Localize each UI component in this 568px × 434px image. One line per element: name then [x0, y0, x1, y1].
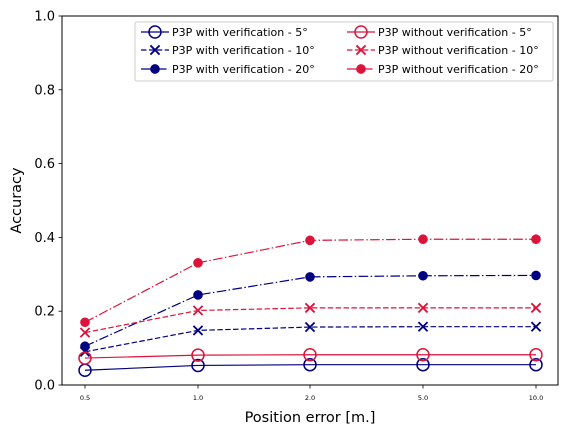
legend-label: P3P with verification - 20°	[172, 63, 315, 76]
data-point	[191, 358, 205, 373]
x-tick-label: 1.0	[193, 394, 203, 402]
data-point	[80, 317, 90, 328]
data-point	[418, 270, 428, 281]
axis-layer: 0.5 1.0 2.0 5.0 10.0 0.0 0.2 0.4 0.6 0.8 1.0	[34, 10, 543, 403]
data-point	[303, 357, 317, 372]
data-point	[193, 258, 203, 268]
x-tick-label: 5.0	[418, 394, 428, 402]
legend-marker	[356, 64, 366, 74]
y-axis-title: Accuracy	[9, 167, 25, 234]
data-point	[531, 270, 541, 281]
data-point	[416, 347, 430, 362]
legend-label: P3P without verification - 20°	[378, 63, 539, 76]
data-point	[530, 302, 542, 314]
y-tick-label: 0.8	[34, 83, 55, 98]
data-point	[193, 290, 203, 300]
x-tick-label: 2.0	[305, 394, 315, 402]
x-tick-label: 10.0	[529, 394, 543, 402]
data-point	[530, 321, 542, 332]
data-point	[529, 357, 543, 372]
data-point	[79, 327, 91, 338]
data-point	[304, 302, 316, 314]
data-point	[304, 321, 316, 333]
x-axis-title: Position error [m.]	[245, 410, 376, 426]
legend-marker	[355, 44, 367, 56]
data-point	[191, 348, 205, 362]
data-point	[305, 235, 315, 246]
x-tick-label: 0.5	[80, 394, 90, 402]
legend-marker	[150, 64, 160, 74]
data-point	[303, 347, 317, 362]
legend: P3P with verification - 5° P3P with verif…	[134, 21, 554, 82]
data-point	[531, 234, 541, 245]
y-tick-label: 0.4	[34, 231, 55, 246]
data-point	[416, 357, 430, 372]
y-tick-label: 0.6	[34, 157, 55, 172]
legend-marker	[148, 25, 162, 39]
legend-label: P3P with verification - 10°	[172, 44, 315, 57]
data-point	[78, 351, 92, 365]
legend-label: P3P with verification - 5°	[172, 26, 308, 39]
data-point	[417, 321, 429, 332]
data-point	[192, 325, 204, 336]
y-tick-label: 0.0	[34, 379, 55, 394]
legend-marker	[149, 44, 161, 56]
legend-label: P3P without verification - 5°	[378, 26, 532, 39]
data-point	[305, 272, 315, 282]
series-line	[84, 364, 536, 371]
data-point	[417, 302, 429, 314]
data-point	[80, 341, 90, 352]
data-point	[529, 347, 543, 362]
legend-box	[134, 21, 554, 82]
y-tick-label: 0.2	[34, 305, 55, 320]
series-line	[84, 274, 537, 347]
legend-label: P3P without verification - 10°	[378, 44, 539, 57]
data-point	[418, 234, 428, 245]
series-layer	[78, 234, 543, 377]
legend-marker	[354, 25, 368, 39]
y-tick-label: 1.0	[34, 10, 55, 25]
series-line	[84, 354, 536, 359]
data-point	[192, 305, 204, 316]
